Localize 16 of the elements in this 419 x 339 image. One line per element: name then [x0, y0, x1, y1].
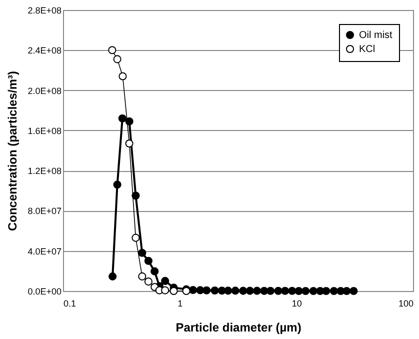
y-tick-label: 2.8E+08 — [28, 6, 62, 16]
y-tick-label: 4.0E+07 — [28, 246, 62, 256]
y-tick-label: 1.6E+08 — [28, 126, 62, 136]
legend-label: KCl — [359, 44, 376, 55]
y-tick-label: 2.4E+08 — [28, 46, 62, 56]
x-tick-label: 0.1 — [64, 298, 76, 308]
legend-label: Oil mist — [359, 30, 393, 41]
x-tick-label: 1 — [178, 298, 183, 308]
y-tick-label: 1.2E+08 — [28, 166, 62, 176]
x-tick-label: 100 — [398, 298, 414, 308]
x-tick-label: 10 — [292, 298, 302, 308]
y-tick-label: 0.0E+00 — [28, 286, 62, 296]
y-tick-label: 2.0E+08 — [28, 86, 62, 96]
y-tick-label: 8.0E+07 — [28, 206, 62, 216]
x-axis-title: Particle diameter (µm) — [176, 320, 302, 334]
y-axis-title: Concentration (particles/m³) — [6, 70, 20, 232]
